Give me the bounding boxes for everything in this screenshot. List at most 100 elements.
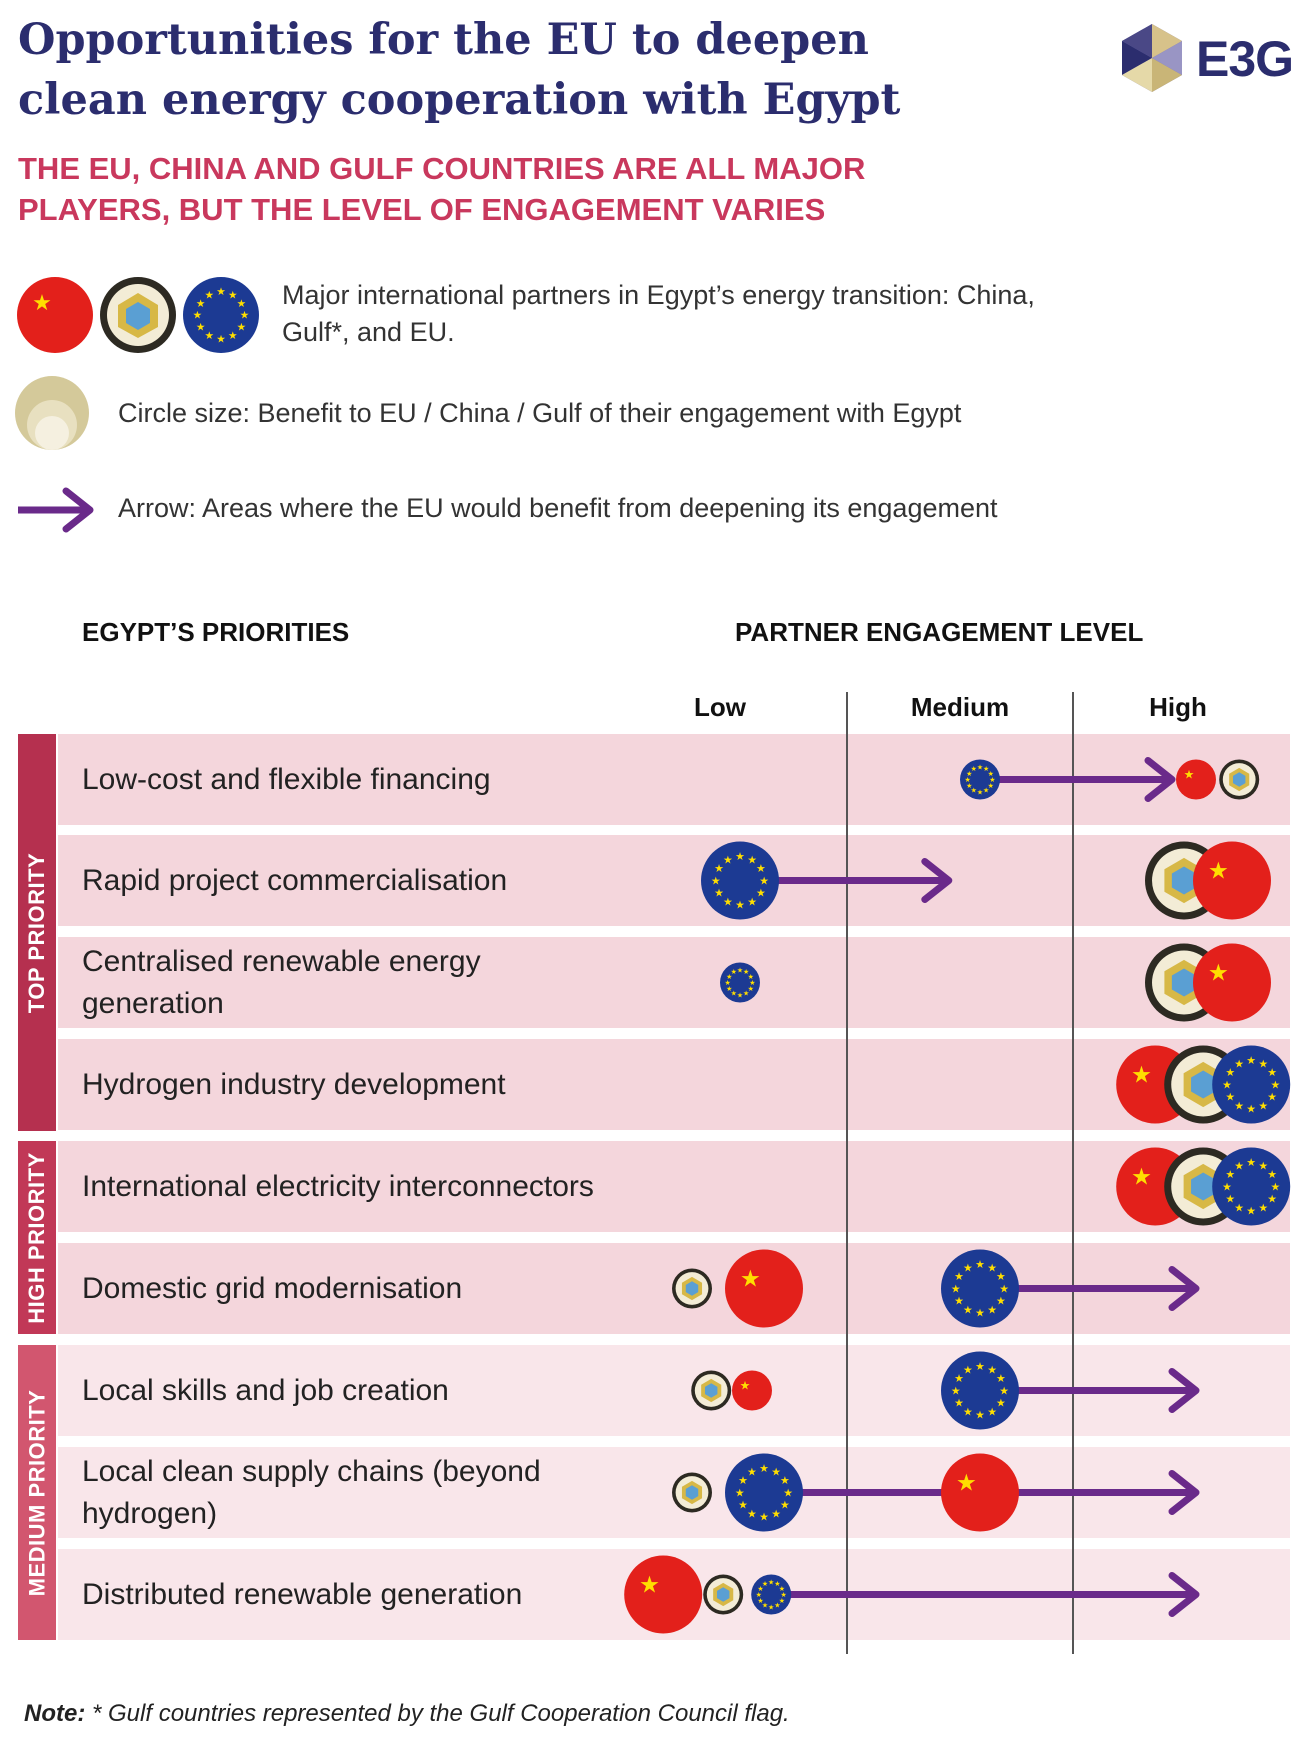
level-low-header: Low (694, 692, 746, 722)
svg-text:★: ★ (1246, 1156, 1256, 1169)
svg-text:★: ★ (204, 288, 214, 301)
svg-text:★: ★ (1267, 1090, 1277, 1103)
svg-text:★: ★ (228, 288, 238, 301)
eu-flag-icon: ★★★★★★★★★ ★ ★★ (701, 841, 779, 920)
svg-text:★: ★ (731, 968, 737, 976)
svg-text:★: ★ (740, 1379, 751, 1393)
svg-text:★: ★ (237, 321, 247, 334)
svg-text:★: ★ (987, 1405, 997, 1418)
svg-text:★: ★ (759, 1511, 769, 1524)
svg-text:★: ★ (737, 967, 743, 975)
svg-text:★: ★ (748, 985, 754, 993)
svg-text:★: ★ (738, 1498, 748, 1511)
svg-text:★: ★ (963, 1363, 973, 1376)
eu-flag-icon: ★★★★★★★★★ ★ ★★ (751, 1574, 792, 1615)
svg-text:★: ★ (714, 862, 724, 875)
level-high-header: High (1149, 692, 1207, 722)
svg-text:★: ★ (988, 770, 994, 778)
arrow-legend-icon (18, 487, 94, 533)
priority-row-label: Low-cost and flexible financing (82, 762, 491, 796)
svg-text:★: ★ (1225, 1090, 1235, 1103)
svg-text:★: ★ (749, 979, 755, 987)
svg-text:★: ★ (975, 1409, 985, 1422)
high-priority-bar: HIGH PRIORITY (18, 1141, 56, 1334)
e3g-logo: E3G (1116, 22, 1296, 97)
gulf-flag-icon (691, 1370, 732, 1411)
hexagon-logo-icon (1122, 24, 1182, 92)
priorities-header: EGYPT’S PRIORITIES (82, 617, 350, 647)
note-label: Note: (24, 1700, 86, 1727)
svg-text:★: ★ (963, 1303, 973, 1316)
gulf-flag-icon (1219, 759, 1260, 800)
svg-text:★: ★ (1234, 1057, 1244, 1070)
svg-text:★: ★ (762, 1580, 768, 1588)
svg-text:★: ★ (747, 1465, 757, 1478)
svg-text:★: ★ (977, 788, 983, 796)
row-band (58, 1039, 1290, 1130)
eu-flag-icon: ★★★★★★★★★ ★ ★★ (720, 962, 760, 1003)
svg-text:★: ★ (1246, 1054, 1256, 1067)
svg-text:★: ★ (954, 1270, 964, 1283)
priority-row-label: Distributed renewable generation (82, 1577, 523, 1611)
svg-text:★: ★ (731, 990, 737, 998)
svg-text:★: ★ (757, 1597, 763, 1605)
svg-text:★: ★ (723, 853, 733, 866)
medium-high-divider (1072, 692, 1074, 1654)
china-flag-icon: ★ (1193, 943, 1271, 1022)
gulf-flag-icon (703, 1574, 744, 1615)
note-text: * Gulf countries represented by the Gulf… (92, 1700, 790, 1727)
svg-text:★: ★ (237, 297, 247, 310)
svg-text:★: ★ (726, 973, 732, 981)
svg-text:★: ★ (1225, 1066, 1235, 1079)
svg-text:★: ★ (975, 1258, 985, 1271)
svg-text:★: ★ (756, 886, 766, 899)
svg-text:★: ★ (738, 1474, 748, 1487)
svg-text:★: ★ (951, 1384, 961, 1397)
eu-flag-icon: ★★★★★★★★★ ★ ★★ (1212, 1147, 1291, 1226)
svg-text:★: ★ (779, 1597, 785, 1605)
svg-text:★: ★ (1234, 1099, 1244, 1112)
svg-text:★: ★ (735, 1486, 745, 1499)
svg-text:★: ★ (1222, 1078, 1232, 1091)
circle-size-legend-icon (15, 376, 89, 450)
priority-row-label: Domestic grid modernisation (82, 1271, 463, 1305)
svg-text:★: ★ (724, 979, 730, 987)
svg-text:★: ★ (711, 874, 721, 887)
eu-flag-icon: ★★★★★★★★★ ★ ★★ (1212, 1045, 1291, 1124)
svg-text:★: ★ (228, 329, 238, 342)
logo-text: E3G (1196, 31, 1294, 87)
priority-row-label: Rapid project commercialisation (82, 863, 508, 897)
row-band (58, 835, 1290, 926)
eu-flag-icon: ★★★★★★★★★ ★ ★★ (183, 277, 259, 353)
svg-text:★: ★ (759, 874, 769, 887)
svg-text:★: ★ (759, 1462, 769, 1475)
svg-text:★: ★ (1222, 1180, 1232, 1193)
svg-text:★: ★ (757, 1585, 763, 1593)
footnote: Note: * Gulf countries represented by th… (24, 1700, 790, 1728)
svg-text:★: ★ (1131, 1061, 1152, 1089)
svg-text:★: ★ (193, 309, 203, 322)
svg-text:★: ★ (1234, 1159, 1244, 1172)
gulf-flag-icon (672, 1268, 712, 1309)
svg-text:★: ★ (996, 1372, 1006, 1385)
level-medium-header: Medium (910, 692, 1010, 722)
partner-flags-legend: ★ ★★★★★★★★★ ★ ★★ (17, 277, 259, 353)
svg-text:★: ★ (1208, 857, 1229, 885)
eu-deepening-arrow (771, 1572, 1200, 1617)
svg-text:★: ★ (954, 1372, 964, 1385)
eu-flag-icon: ★★★★★★★★★ ★ ★★ (725, 1453, 803, 1532)
svg-text:★: ★ (1267, 1066, 1277, 1079)
svg-text:★: ★ (1246, 1205, 1256, 1218)
svg-text:★: ★ (971, 787, 977, 795)
svg-text:★: ★ (762, 1602, 768, 1610)
svg-text:★: ★ (1258, 1099, 1268, 1112)
svg-text:★: ★ (196, 297, 206, 310)
legend-arrow-text: Arrow: Areas where the EU would benefit … (118, 493, 998, 523)
svg-text:★: ★ (987, 1261, 997, 1274)
svg-text:★: ★ (983, 765, 989, 773)
svg-text:★: ★ (756, 862, 766, 875)
svg-text:★: ★ (999, 1282, 1009, 1295)
gulf-flag-icon (100, 277, 176, 353)
svg-text:★: ★ (216, 285, 226, 298)
eu-flag-icon: ★★★★★★★★★ ★ ★★ (941, 1249, 1019, 1328)
